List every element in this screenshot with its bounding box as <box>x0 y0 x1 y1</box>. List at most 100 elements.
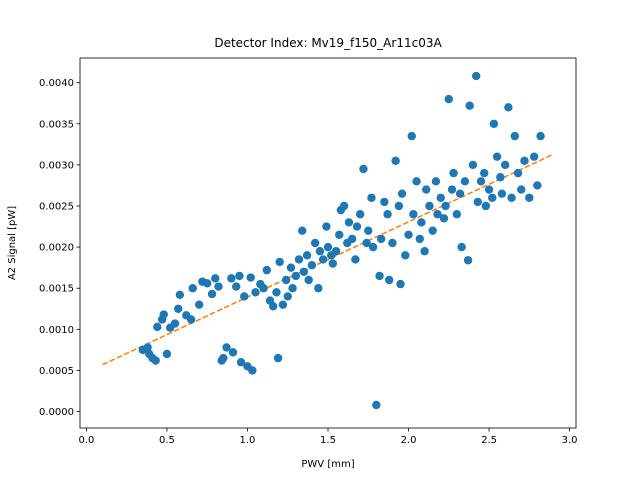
y-tick-label: 0.0010 <box>39 325 74 336</box>
data-point <box>291 271 300 281</box>
data-point <box>397 189 407 198</box>
data-point <box>513 168 523 178</box>
data-point <box>517 185 526 194</box>
data-point <box>359 164 368 174</box>
data-point <box>471 71 481 81</box>
data-point <box>347 234 357 244</box>
data-point <box>417 218 426 227</box>
data-point <box>452 210 462 219</box>
data-point <box>335 230 344 239</box>
data-point <box>162 349 172 359</box>
data-point <box>272 288 281 297</box>
data-point <box>275 257 284 267</box>
data-point <box>476 177 486 186</box>
data-point <box>331 247 341 256</box>
data-point <box>235 271 244 281</box>
data-point <box>376 234 386 244</box>
data-point <box>214 282 223 291</box>
data-point <box>375 271 384 281</box>
data-point <box>529 152 539 161</box>
data-point <box>384 275 394 285</box>
data-point <box>444 94 453 104</box>
data-point <box>367 193 376 202</box>
data-point <box>286 263 296 272</box>
data-point <box>294 255 304 264</box>
fit-line <box>102 153 554 366</box>
x-tick-label: 0.0 <box>78 435 94 446</box>
data-point <box>428 226 437 235</box>
x-tick-label: 1.5 <box>320 435 336 446</box>
data-point <box>143 343 152 352</box>
data-point <box>533 181 542 190</box>
x-tick-label: 3.0 <box>562 435 578 446</box>
data-point <box>307 261 317 270</box>
data-point <box>439 214 449 223</box>
data-point <box>473 197 482 207</box>
data-point <box>151 356 160 365</box>
data-point <box>186 315 196 324</box>
data-point <box>228 348 238 357</box>
data-point <box>194 300 204 309</box>
data-point <box>433 210 442 219</box>
data-point <box>497 189 507 198</box>
data-point <box>489 119 499 128</box>
data-point <box>409 210 418 219</box>
data-point <box>227 274 236 283</box>
data-point <box>481 201 491 211</box>
data-point <box>504 103 513 112</box>
data-point <box>159 310 168 319</box>
data-point <box>362 238 371 248</box>
plot-area <box>102 71 554 410</box>
data-point <box>339 201 349 211</box>
data-point <box>351 255 360 264</box>
data-point <box>310 238 320 248</box>
data-point <box>496 173 505 182</box>
data-point <box>388 238 397 248</box>
data-point <box>288 284 297 293</box>
y-tick-label: 0.0020 <box>39 243 74 254</box>
data-point <box>455 189 465 198</box>
x-axis-label: PWV [mm] <box>301 459 354 470</box>
data-point <box>447 185 457 194</box>
data-point <box>262 265 272 275</box>
data-point <box>480 168 489 178</box>
data-point <box>328 259 338 268</box>
data-point <box>465 101 474 110</box>
data-point <box>404 230 413 239</box>
scatter-points <box>138 71 545 410</box>
chart-title: Detector Index: Mv19_f150_Ar11c03A <box>214 36 442 50</box>
data-point <box>372 400 381 410</box>
data-point <box>394 201 404 211</box>
data-point <box>153 322 162 332</box>
data-point <box>364 226 373 235</box>
data-point <box>507 193 516 202</box>
data-point <box>510 131 520 141</box>
x-tick-label: 2.5 <box>481 435 497 446</box>
data-point <box>484 185 494 194</box>
data-point <box>281 275 291 285</box>
data-point <box>407 131 416 141</box>
y-axis-ticks: 0.0000 0.0005 0.0010 0.0015 0.0020 0.0025 0.00… <box>39 78 80 418</box>
data-point <box>170 319 180 328</box>
data-point <box>251 288 260 297</box>
data-point <box>431 177 441 186</box>
data-point <box>488 193 497 202</box>
data-point <box>352 222 362 231</box>
y-tick-label: 0.0040 <box>39 78 74 89</box>
data-point <box>219 353 228 363</box>
data-point <box>396 279 405 289</box>
data-point <box>240 292 249 301</box>
y-tick-label: 0.0030 <box>39 160 74 171</box>
data-point <box>278 300 288 309</box>
data-point <box>412 177 421 186</box>
data-point <box>207 289 217 299</box>
data-point <box>174 304 183 313</box>
data-point <box>383 210 392 219</box>
data-point <box>318 255 328 264</box>
y-axis-label: A2 Signal [pW] <box>7 206 18 280</box>
data-point <box>283 292 292 301</box>
data-point <box>232 282 241 291</box>
data-point <box>236 358 246 367</box>
y-tick-label: 0.0000 <box>39 407 74 418</box>
